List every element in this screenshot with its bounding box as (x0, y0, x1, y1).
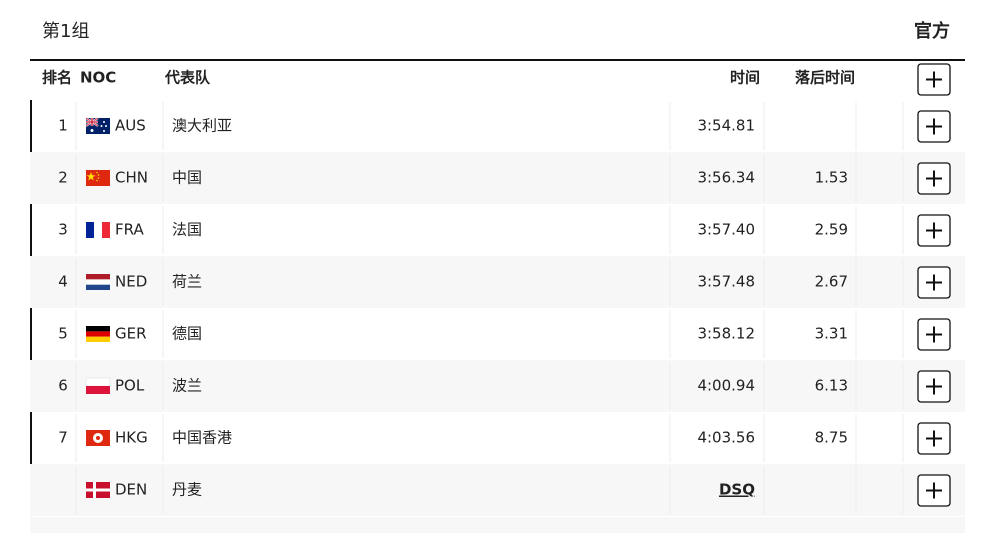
row-bg (30, 308, 965, 360)
team-name: 德国 (172, 325, 202, 343)
row-bg (30, 412, 965, 464)
row-accent (30, 308, 32, 360)
team-name: 法国 (172, 221, 202, 239)
col-rank: 排名 (42, 69, 72, 87)
result-row: 1 AUS 澳大利亚 3:54.81 (30, 100, 965, 152)
behind-time: 6.13 (815, 377, 848, 395)
plus-icon (926, 378, 942, 395)
noc-code: GER (115, 325, 147, 343)
plus-icon (926, 170, 942, 187)
time: 3:56.34 (697, 169, 755, 187)
row-bg (30, 152, 965, 204)
rank: 3 (58, 221, 68, 239)
row-bg (30, 256, 965, 308)
plus-icon (926, 326, 942, 343)
plus-icon (926, 274, 942, 291)
row-bg (30, 100, 965, 152)
team-name: 波兰 (172, 377, 202, 395)
expand-button[interactable] (917, 266, 951, 299)
row-accent (30, 412, 32, 464)
noc-code: AUS (115, 117, 146, 135)
expand-button[interactable] (917, 318, 951, 351)
row-bg (30, 464, 965, 516)
next-row-bg (30, 517, 965, 533)
result-row: 3 FRA 法国 3:57.40 2.59 (30, 204, 965, 256)
flag (86, 482, 110, 498)
noc-code: FRA (115, 221, 144, 239)
expand-button[interactable] (917, 110, 951, 143)
plus-icon (926, 482, 942, 499)
team-name: 中国 (172, 169, 202, 187)
flag (86, 222, 110, 238)
col-behind: 落后时间 (795, 69, 855, 87)
expand-button[interactable] (917, 474, 951, 507)
noc-code: POL (115, 377, 145, 395)
rank: 2 (58, 169, 68, 187)
behind-time: 1.53 (815, 169, 848, 187)
team-name: 荷兰 (172, 273, 202, 291)
rank: 6 (58, 377, 68, 395)
result-row: 2 CHN 中国 3:56.34 1.53 (30, 152, 965, 204)
noc-code: NED (115, 273, 147, 291)
row-bg (30, 360, 965, 412)
flag (86, 274, 110, 290)
expand-button[interactable] (917, 214, 951, 247)
team-name: 澳大利亚 (172, 117, 232, 135)
rank: 7 (58, 429, 68, 447)
plus-icon (926, 222, 942, 239)
col-team: 代表队 (164, 69, 211, 87)
time: 3:57.48 (697, 273, 755, 291)
behind-time: 3.31 (815, 325, 848, 343)
col-time: 时间 (730, 69, 760, 87)
col-noc: NOC (80, 69, 116, 87)
rank: 5 (58, 325, 68, 343)
time: 4:03.56 (697, 429, 755, 447)
time: 3:58.12 (697, 325, 755, 343)
result-row: DEN 丹麦 DSQ (30, 464, 965, 516)
result-row: 7 HKG 中国香港 4:03.56 8.75 (30, 412, 965, 464)
official-label: 官方 (914, 20, 950, 42)
result-row: 4 NED 荷兰 3:57.48 2.67 (30, 256, 965, 308)
result-row: 6 POL 波兰 4:00.94 6.13 (30, 360, 965, 412)
rank: 4 (58, 273, 68, 291)
expand-all-button[interactable] (917, 63, 951, 96)
expand-button[interactable] (917, 422, 951, 455)
flag (85, 117, 110, 134)
plus-icon (926, 118, 942, 135)
expand-button[interactable] (917, 370, 951, 403)
noc-code: CHN (115, 169, 148, 187)
row-accent (30, 204, 32, 256)
behind-time: 2.59 (815, 221, 848, 239)
result-row: 5 GER 德国 3:58.12 3.31 (30, 308, 965, 360)
behind-time: 8.75 (815, 429, 848, 447)
group-title: 第1组 (42, 21, 89, 42)
time: 3:57.40 (697, 221, 755, 239)
noc-code: DEN (115, 481, 147, 499)
time: 3:54.81 (697, 117, 755, 135)
time: 4:00.94 (697, 377, 755, 395)
behind-time: 2.67 (815, 273, 848, 291)
rank: 1 (58, 117, 68, 135)
flag (86, 326, 110, 342)
flag (86, 170, 110, 186)
noc-code: HKG (115, 429, 148, 447)
team-name: 中国香港 (172, 429, 232, 447)
plus-icon (926, 430, 942, 447)
team-name: 丹麦 (172, 481, 202, 499)
row-bg (30, 204, 965, 256)
row-accent (30, 100, 32, 152)
flag (85, 377, 111, 394)
expand-button[interactable] (917, 162, 951, 195)
flag (86, 430, 110, 446)
time: DSQ (719, 481, 755, 499)
